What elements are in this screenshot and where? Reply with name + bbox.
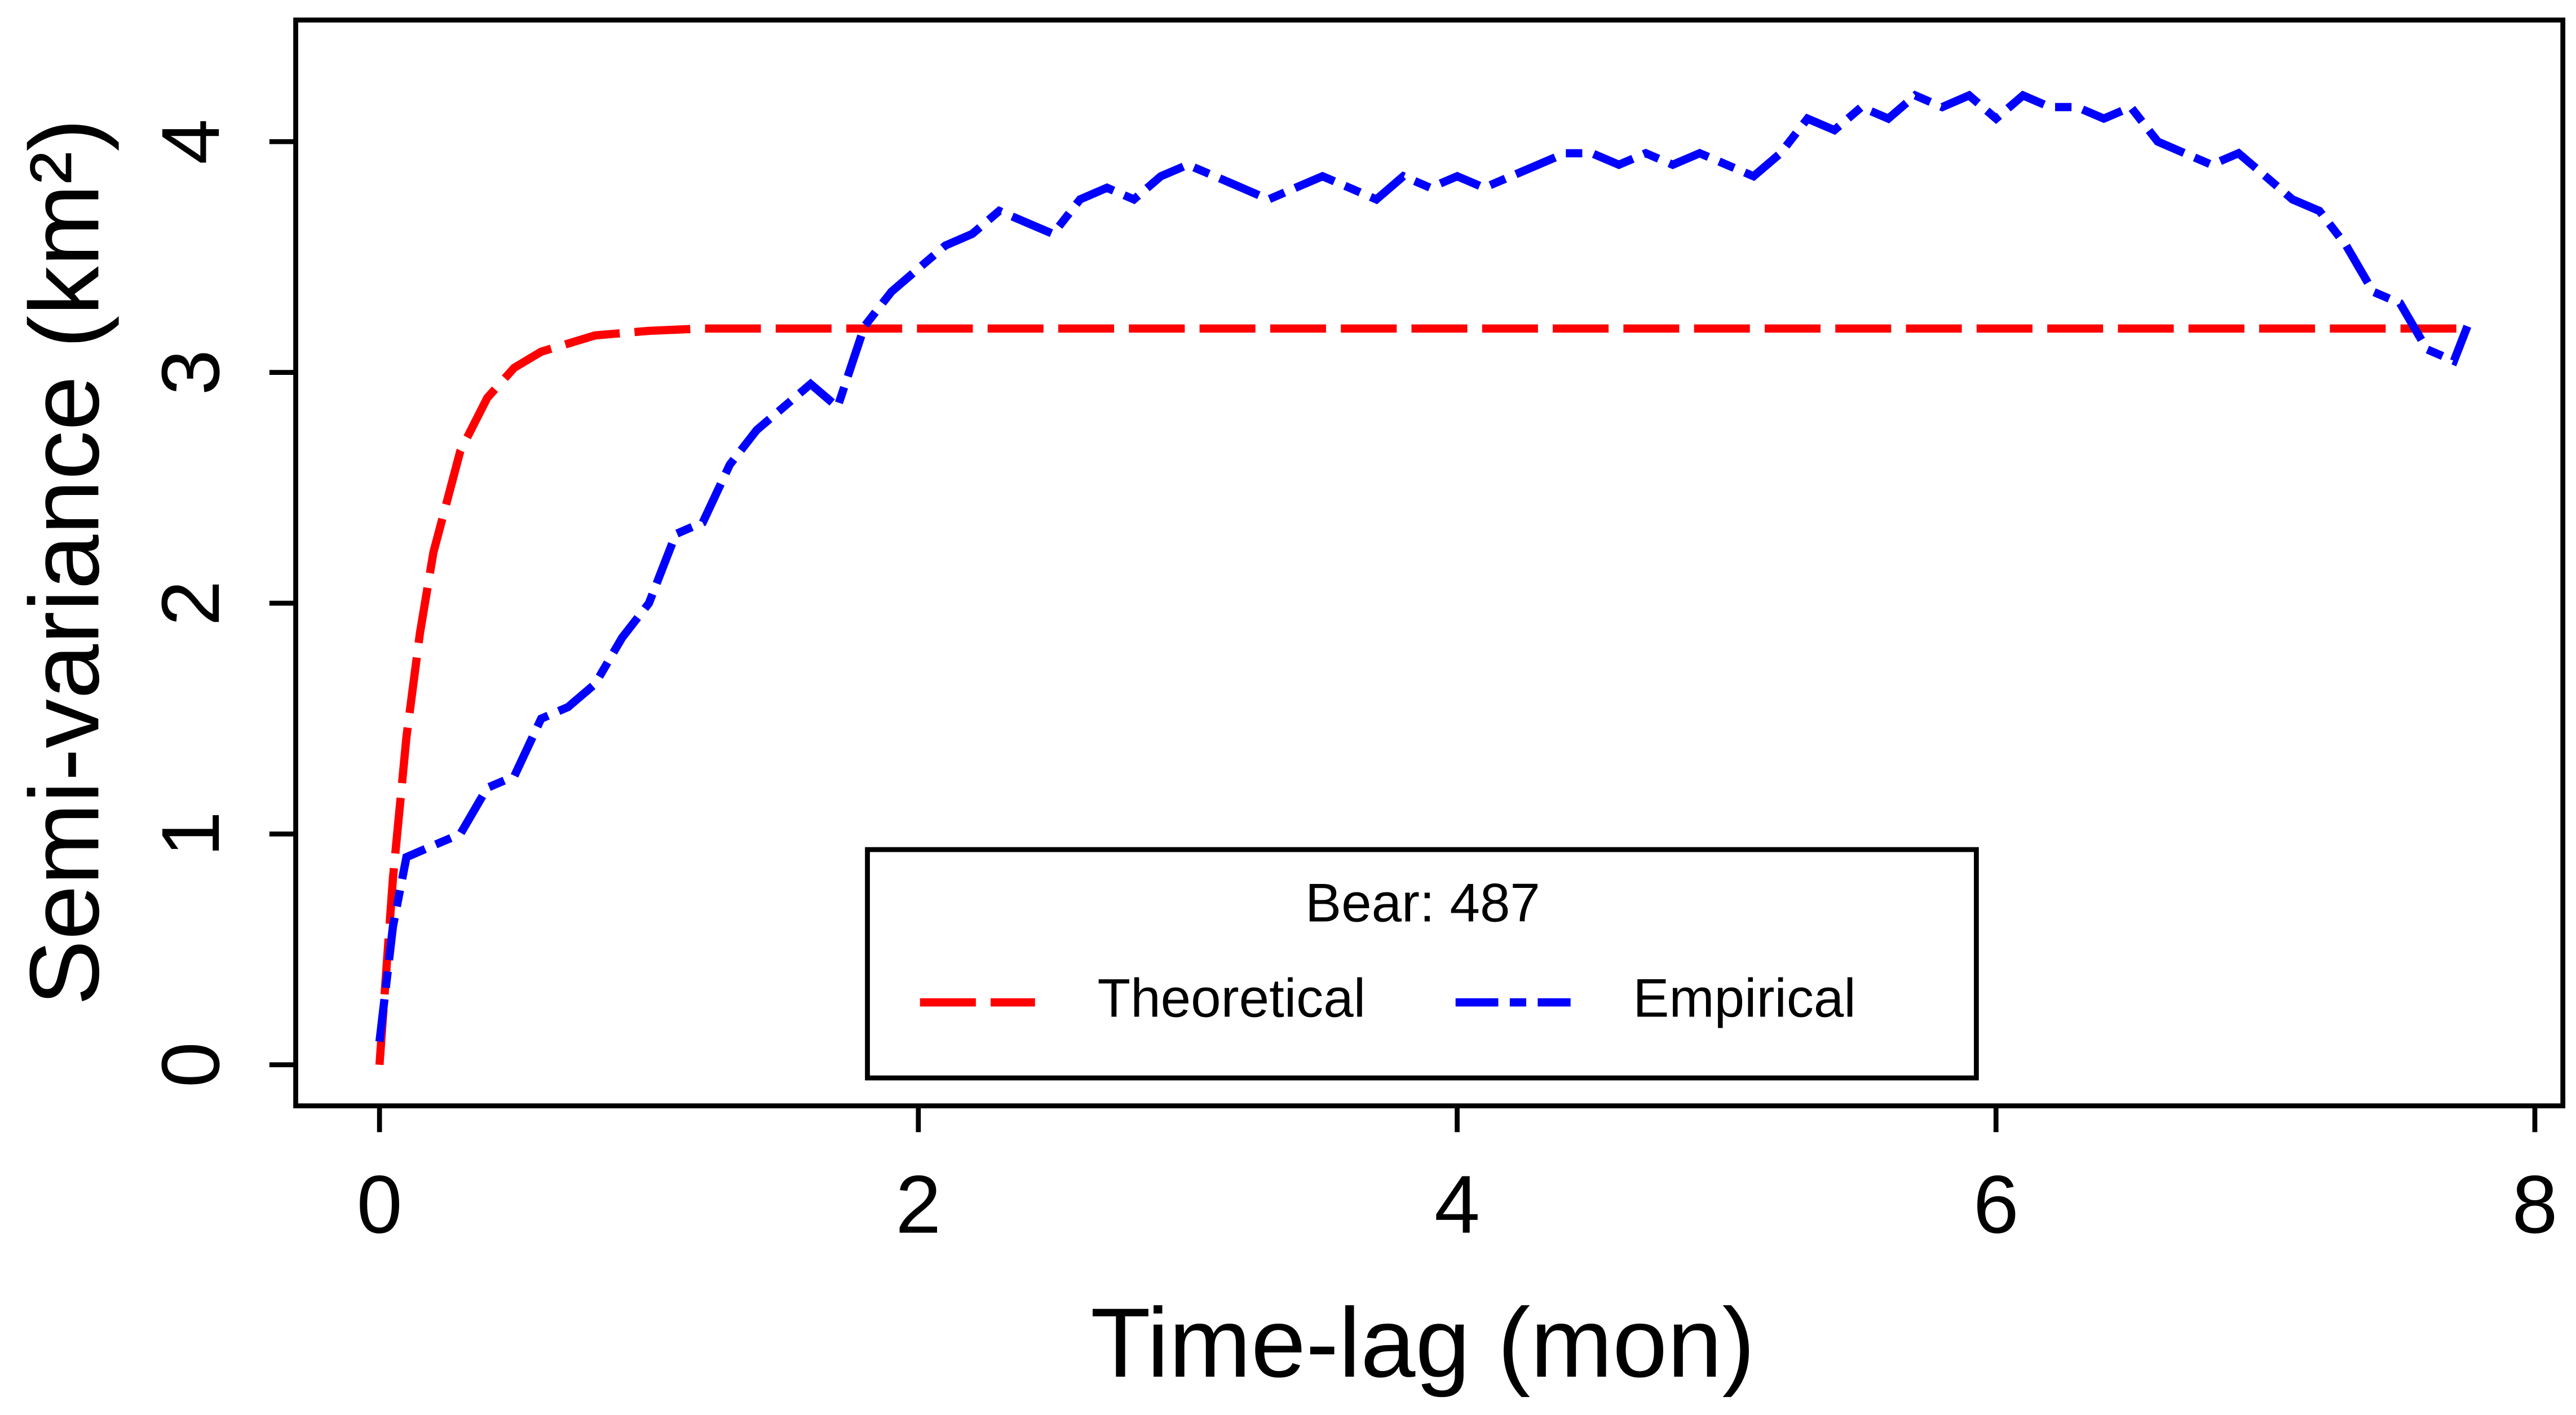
x-tick-label: 0 (357, 1158, 403, 1250)
x-tick-label: 2 (895, 1158, 941, 1250)
legend-box (865, 847, 1979, 1081)
y-axis-title: Semi-variance (km²) (10, 118, 120, 1006)
data-line (375, 90, 2472, 1042)
plot-frame (293, 17, 2566, 1108)
x-axis-title: Time-lag (mon) (1090, 1288, 1755, 1398)
x-tick-label: 4 (1434, 1158, 1480, 1250)
x-tick-label: 6 (1973, 1158, 2019, 1250)
legend-label: Empirical (1633, 968, 1855, 1028)
y-tick-label: 1 (144, 811, 236, 857)
y-tick-label: 2 (144, 580, 236, 626)
y-tick-label: 3 (144, 350, 236, 395)
x-tick-label: 8 (2512, 1158, 2557, 1250)
y-tick-label: 0 (144, 1042, 236, 1087)
y-tick-label: 4 (144, 119, 236, 165)
legend-title: Bear: 487 (1305, 873, 1540, 933)
legend-label: Theoretical (1097, 968, 1366, 1028)
data-line (375, 324, 2468, 1065)
